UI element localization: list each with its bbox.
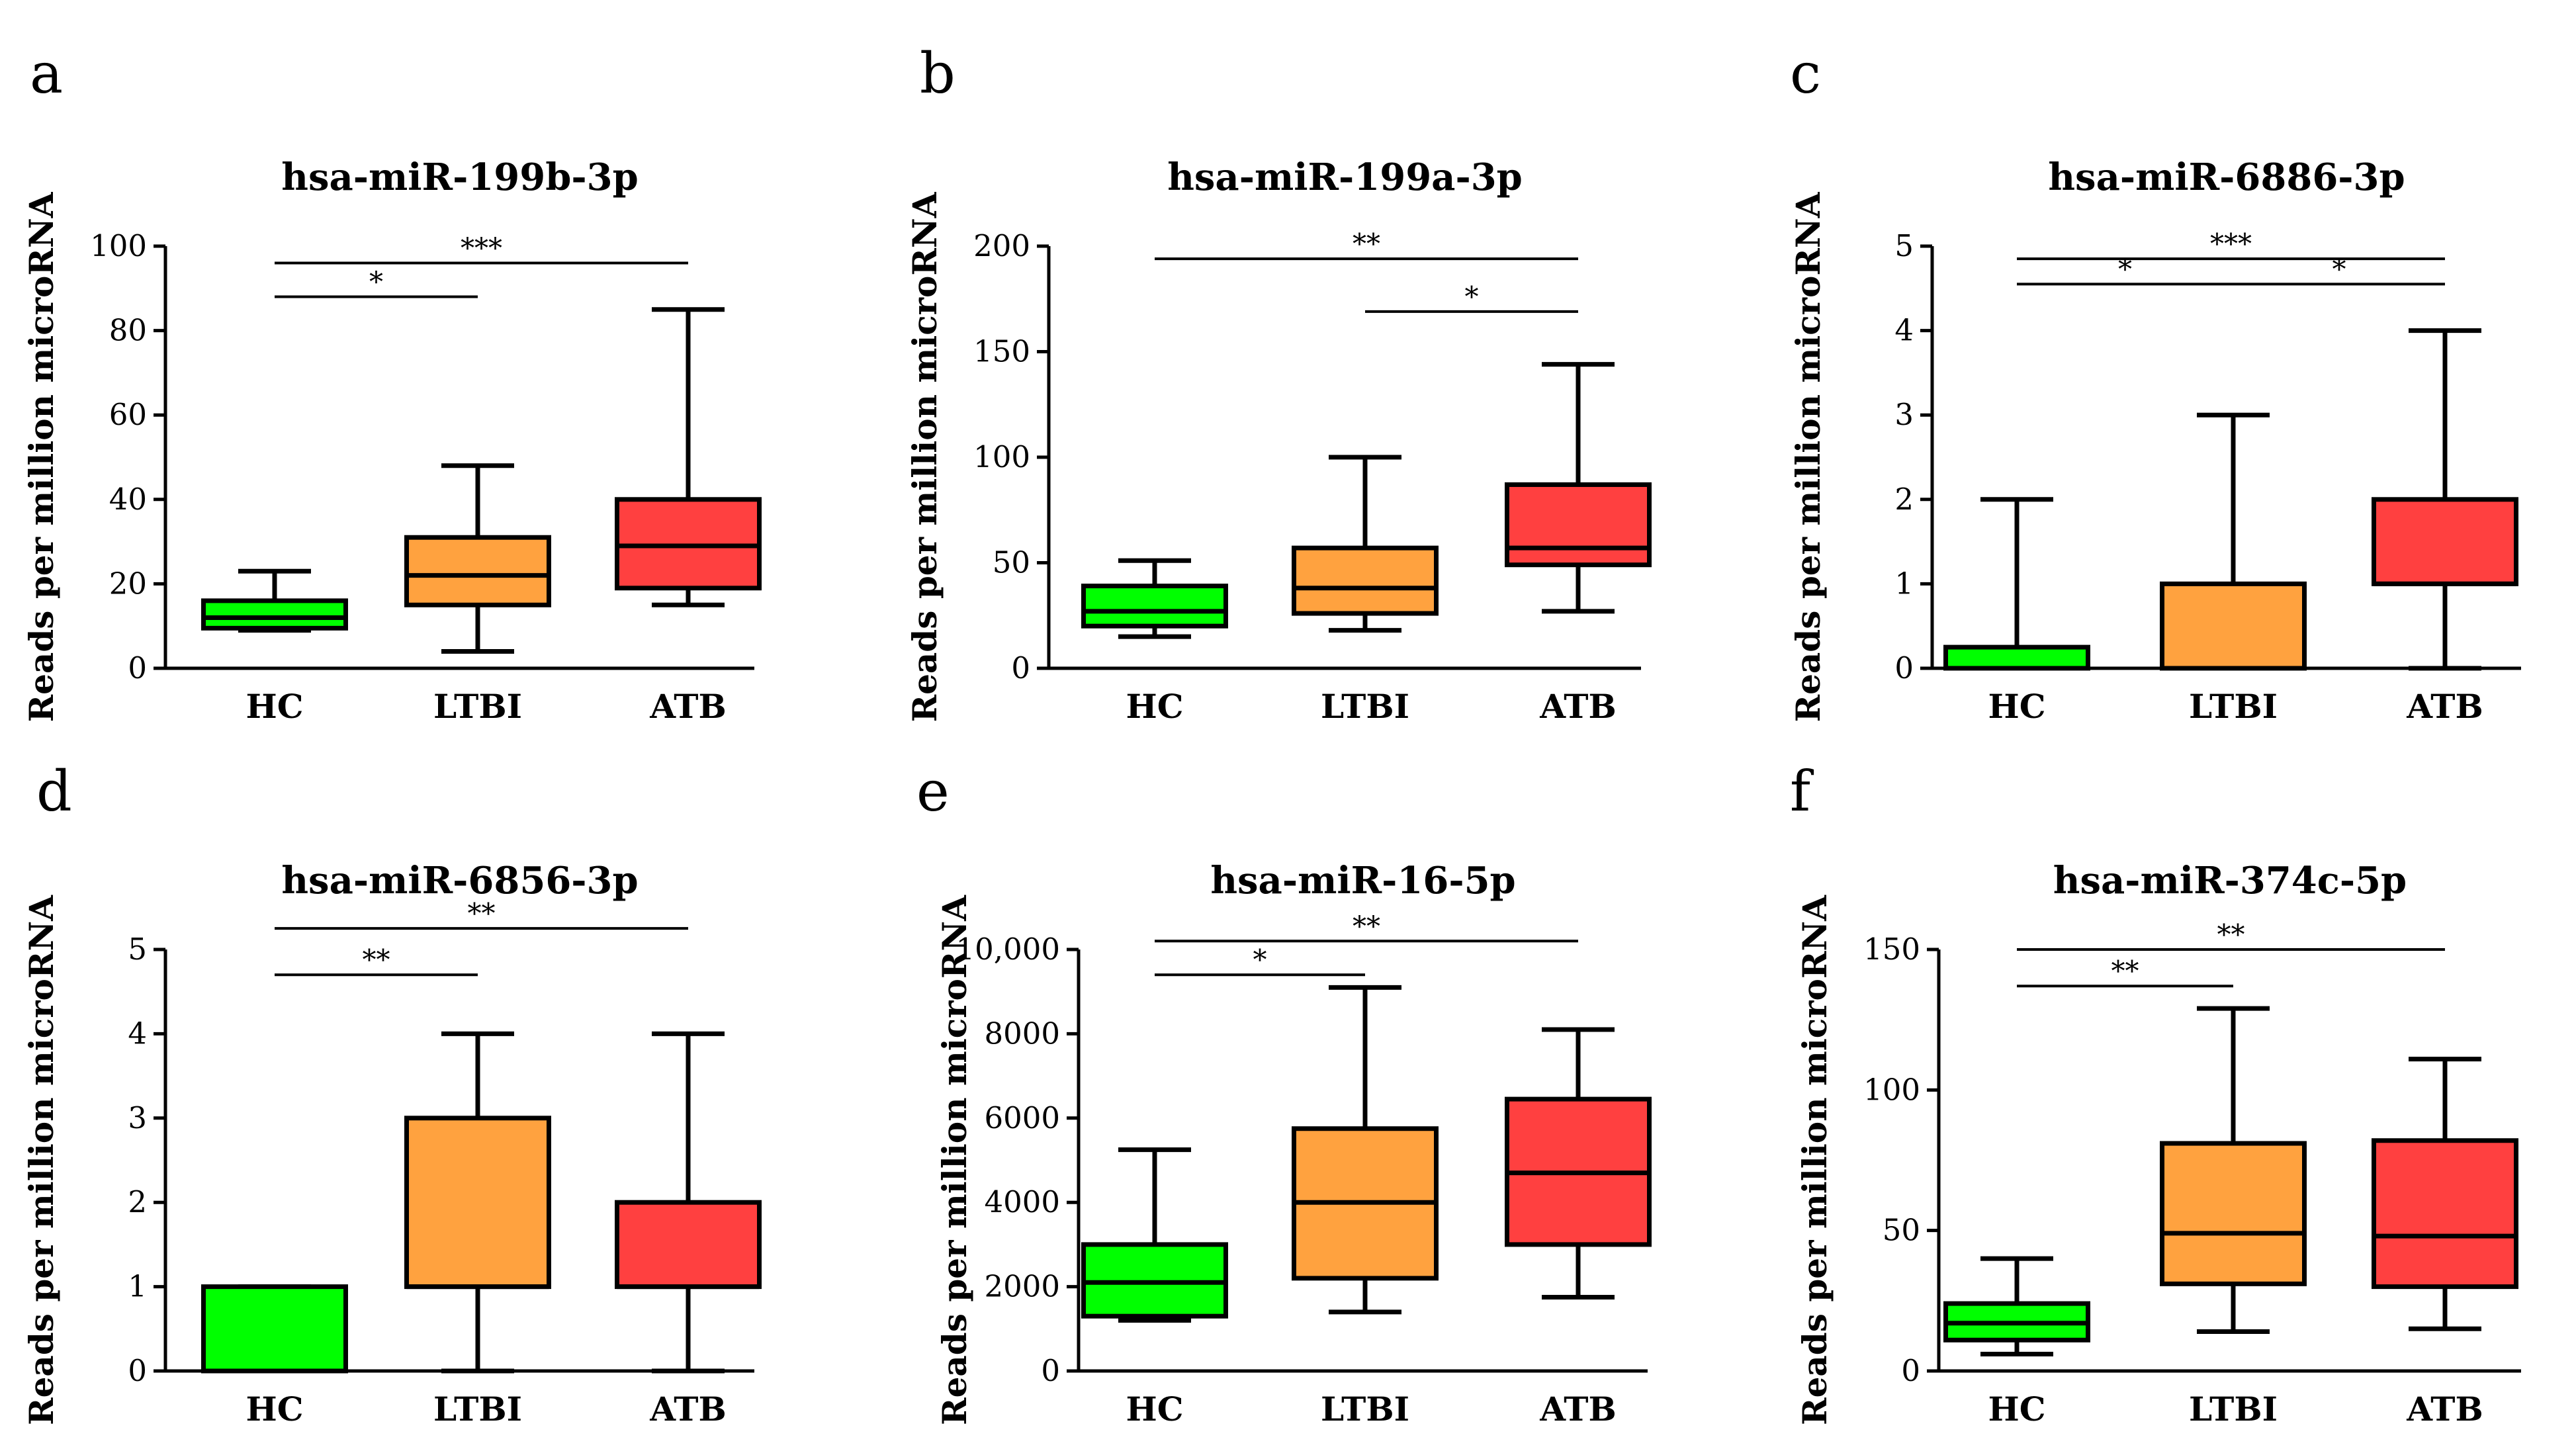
panel-b-ytick-label: 200 xyxy=(973,228,1030,263)
panel-d-ylabel: Reads per million microRNA xyxy=(22,895,61,1425)
panel-f-ltbi-label: LTBI xyxy=(2189,1389,2278,1429)
panel-c-title: hsa-miR-6886-3p xyxy=(2048,155,2405,199)
panel-b-title: hsa-miR-199a-3p xyxy=(1167,155,1523,199)
panel-e-hc-label: HC xyxy=(1126,1389,1183,1429)
panel-e-ytick-label: 0 xyxy=(1041,1353,1060,1388)
panel-d-ytick-label: 1 xyxy=(128,1269,147,1304)
panel-b-atb-label: ATB xyxy=(1539,687,1617,726)
panel-a-sig-label: *** xyxy=(461,232,502,265)
panel-e-sig-label: ** xyxy=(1353,910,1380,942)
panel-d-ytick-label: 3 xyxy=(128,1100,147,1135)
panel-f-hc-label: HC xyxy=(1988,1389,2045,1429)
panel-b-letter: b xyxy=(920,41,955,106)
panel-b-ytick-label: 0 xyxy=(1011,650,1030,685)
panel-c-hc-label: HC xyxy=(1988,687,2045,726)
panel-c-ytick-label: 0 xyxy=(1894,650,1914,685)
panel-c-atb-box xyxy=(2372,497,2518,586)
panel-b-ltbi-label: LTBI xyxy=(1321,687,1409,726)
panel-b-ytick-label: 150 xyxy=(973,334,1030,369)
panel-c-sig-label: * xyxy=(2332,253,2346,285)
panel-d-letter: d xyxy=(36,759,72,824)
panel-f-ylabel: Reads per million microRNA xyxy=(1795,895,1834,1425)
panel-c-ytick-label: 4 xyxy=(1894,313,1914,348)
panel-a-letter: a xyxy=(30,41,63,106)
panel-d-hc-box xyxy=(201,1284,348,1374)
panel-d-title: hsa-miR-6856-3p xyxy=(281,859,638,903)
panel-f-letter: f xyxy=(1790,759,1814,824)
panel-d-hc-label: HC xyxy=(245,1389,303,1429)
panel-b-sig-label: * xyxy=(1465,281,1479,313)
panel-d-atb-label: ATB xyxy=(649,1389,727,1429)
panel-a-ytick-label: 100 xyxy=(90,228,147,263)
panel-e-letter: e xyxy=(916,759,950,824)
panel-a-ytick-label: 80 xyxy=(109,313,147,348)
panel-d-atb-box xyxy=(615,1200,762,1290)
panel-e-ytick-label: 4000 xyxy=(984,1184,1060,1219)
panel-a-ltbi-box xyxy=(404,535,551,607)
panel-c-ytick-label: 3 xyxy=(1894,397,1914,432)
panel-f-atb-label: ATB xyxy=(2406,1389,2483,1429)
panel-b-ytick-label: 50 xyxy=(993,545,1030,580)
panel-a-ltbi-label: LTBI xyxy=(433,687,522,726)
panel-c-ytick-label: 2 xyxy=(1894,482,1914,517)
panel-e-ylabel: Reads per million microRNA xyxy=(935,895,974,1425)
panel-b-ytick-label: 100 xyxy=(973,439,1030,474)
panel-e-ytick-label: 10,000 xyxy=(956,932,1060,967)
panel-e-title: hsa-miR-16-5p xyxy=(1210,859,1515,903)
panel-a-ytick-label: 60 xyxy=(109,397,147,432)
panel-a-ytick-label: 0 xyxy=(128,650,147,685)
panel-a-sig-label: * xyxy=(369,266,383,298)
panel-a-ylabel: Reads per million microRNA xyxy=(22,191,61,722)
panel-e-ytick-label: 2000 xyxy=(984,1269,1060,1304)
panel-b-sig-label: ** xyxy=(1353,228,1380,260)
panel-c-ytick-label: 1 xyxy=(1894,566,1914,601)
panel-c-ytick-label: 5 xyxy=(1894,228,1914,263)
panel-d-sig-label: ** xyxy=(363,944,390,976)
panel-a-ytick-label: 20 xyxy=(109,566,147,601)
panel-a-atb-label: ATB xyxy=(649,687,727,726)
panel-c-hc-box xyxy=(1943,644,2090,671)
panel-c-ltbi-box xyxy=(2160,581,2307,671)
panel-c-atb-label: ATB xyxy=(2406,687,2483,726)
panel-e-ytick-label: 8000 xyxy=(984,1016,1060,1051)
panel-f-sig-label: ** xyxy=(2111,955,2139,987)
panel-e-atb-label: ATB xyxy=(1539,1389,1617,1429)
panel-d-ytick-label: 5 xyxy=(128,932,147,967)
panel-a-title: hsa-miR-199b-3p xyxy=(281,155,639,199)
panel-c-sig-label: *** xyxy=(2210,228,2252,260)
panel-b-ylabel: Reads per million microRNA xyxy=(905,191,944,722)
panel-a-ytick-label: 40 xyxy=(109,482,147,517)
panel-a-hc-label: HC xyxy=(245,687,303,726)
panel-f-atb-box xyxy=(2372,1138,2518,1290)
panel-f-ltbi-box xyxy=(2160,1141,2307,1286)
panel-e-ltbi-label: LTBI xyxy=(1321,1389,1409,1429)
panel-b-hc-box xyxy=(1081,584,1228,629)
panel-b-atb-box xyxy=(1505,482,1652,568)
panel-d-ytick-label: 0 xyxy=(128,1353,147,1388)
panel-f-sig-label: ** xyxy=(2217,918,2245,951)
panel-d-ltbi-box xyxy=(404,1116,551,1290)
panel-c-sig-label: * xyxy=(2118,253,2132,285)
panel-b-hc-label: HC xyxy=(1126,687,1183,726)
panel-f-ytick-label: 50 xyxy=(1883,1213,1920,1248)
panel-e-sig-label: * xyxy=(1253,944,1267,976)
panel-e-ytick-label: 6000 xyxy=(984,1100,1060,1135)
panel-f-ytick-label: 150 xyxy=(1863,932,1920,967)
panel-d-ltbi-label: LTBI xyxy=(433,1389,522,1429)
panel-d-sig-label: ** xyxy=(468,897,496,930)
panel-f-ytick-label: 100 xyxy=(1863,1072,1920,1107)
panel-f-ytick-label: 0 xyxy=(1901,1353,1920,1388)
panel-d-ytick-label: 2 xyxy=(128,1184,147,1219)
panel-c-letter: c xyxy=(1790,41,1821,106)
panel-c-ltbi-label: LTBI xyxy=(2189,687,2278,726)
panel-c-ylabel: Reads per million microRNA xyxy=(1789,191,1828,722)
panel-f-title: hsa-miR-374c-5p xyxy=(2053,859,2407,903)
panel-a-hc-box xyxy=(201,598,348,631)
panel-d-ytick-label: 4 xyxy=(128,1016,147,1051)
panel-b-ltbi-box xyxy=(1292,545,1439,616)
